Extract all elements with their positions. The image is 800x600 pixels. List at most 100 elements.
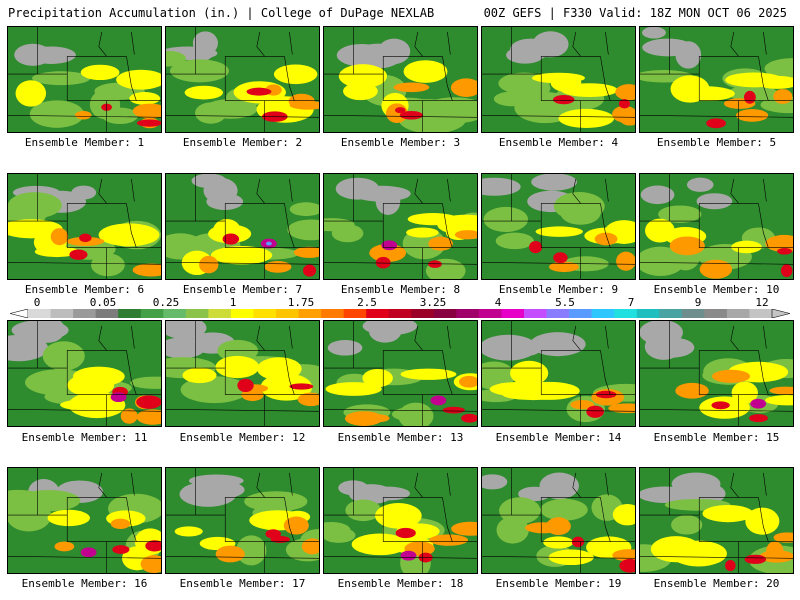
precip-very-heavy-area: [711, 401, 730, 410]
colorbar-tick-label: 0.05: [89, 296, 117, 309]
member-caption: Ensemble Member: 13: [337, 431, 464, 444]
ensemble-panel-14: [481, 320, 636, 427]
state-border: [126, 203, 137, 248]
precip-moderate-area: [731, 240, 762, 254]
precip-dry-area: [362, 321, 418, 336]
precip-light-area: [483, 206, 529, 232]
precip-heavy-area: [132, 263, 161, 277]
state-border: [640, 56, 759, 75]
precip-extreme-area: [381, 240, 398, 251]
precip-dry-area: [482, 177, 521, 196]
state-border: [166, 262, 319, 265]
precip-dry-area: [696, 193, 733, 210]
precip-heavy-area: [570, 400, 595, 410]
colorbar-swatch: [614, 309, 638, 318]
state-border: [482, 115, 635, 118]
precip-heavy-area: [75, 110, 92, 120]
colorbar-tick-label: 0.25: [152, 296, 180, 309]
state-border: [730, 325, 739, 351]
precip-light-area: [289, 202, 319, 217]
state-border: [126, 56, 137, 101]
colorbar-swatch: [749, 309, 773, 318]
colorbar-swatch: [208, 309, 232, 318]
colorbar-swatch: [28, 309, 51, 318]
state-border: [442, 350, 453, 395]
state-border: [289, 325, 293, 349]
state-border: [763, 31, 767, 55]
ensemble-panel-5: [639, 26, 794, 133]
precip-light-area: [169, 59, 229, 83]
state-border: [482, 556, 635, 559]
precip-dry-area: [510, 38, 552, 61]
precip-dry-area: [642, 38, 694, 57]
precip-heavy-area: [608, 403, 635, 414]
precip-dry-area: [29, 321, 66, 343]
state-border: [572, 31, 581, 57]
precip-very-heavy-area: [571, 536, 585, 548]
state-border: [382, 74, 477, 101]
precip-heavy-area: [241, 389, 264, 401]
ensemble-panel-4: [481, 26, 636, 133]
precip-heavy-area: [136, 409, 161, 425]
precip-heavy-area: [615, 84, 635, 101]
state-border: [572, 178, 581, 204]
precip-very-heavy-area: [136, 395, 161, 409]
precip-map: [482, 174, 635, 279]
precip-map: [166, 321, 319, 426]
ensemble-panel-7: [165, 173, 320, 280]
precip-very-heavy-area: [428, 260, 442, 268]
state-border: [698, 74, 793, 101]
precip-very-heavy-area: [619, 558, 635, 573]
state-border: [482, 56, 601, 75]
precip-very-heavy-area: [399, 110, 423, 120]
precip-moderate-area: [129, 91, 161, 105]
state-border: [324, 556, 477, 559]
precip-heavy-area: [458, 375, 477, 388]
precip-dry-area: [642, 27, 666, 39]
precip-map: [324, 27, 477, 132]
state-border: [324, 409, 477, 412]
precip-map: [324, 321, 477, 426]
state-border: [758, 203, 769, 248]
state-border: [640, 409, 793, 412]
precip-light-area: [287, 219, 319, 241]
precip-moderate-area: [677, 86, 735, 101]
precip-dry-area: [531, 174, 578, 191]
colorbar-swatch: [73, 309, 96, 318]
state-border: [447, 31, 451, 55]
state-border: [256, 472, 265, 498]
state-border: [289, 472, 293, 496]
state-border: [540, 515, 635, 542]
member-caption: Ensemble Member: 20: [653, 577, 780, 590]
precip-moderate-area: [510, 360, 549, 386]
precip-extreme-area: [80, 547, 97, 558]
precip-heavy-area: [616, 251, 635, 271]
state-border: [66, 221, 161, 248]
precip-light-area: [8, 192, 62, 219]
ensemble-panel-6: [7, 173, 162, 280]
state-border: [131, 178, 135, 202]
precip-dry-area: [336, 43, 387, 67]
colorbar-swatch: [95, 309, 119, 318]
colorbar: [10, 309, 790, 318]
precip-heavy-area: [297, 392, 319, 407]
precip-heavy-area: [215, 545, 245, 563]
member-caption: Ensemble Member: 15: [653, 431, 780, 444]
precip-very-heavy-area: [395, 107, 406, 114]
colorbar-swatch: [185, 309, 209, 318]
precip-light-area: [482, 363, 512, 385]
precip-moderate-area: [60, 399, 117, 411]
precip-moderate-area: [343, 82, 378, 101]
precip-dry-area: [377, 38, 411, 65]
state-border: [600, 497, 611, 542]
precip-light-area: [540, 498, 588, 521]
state-border: [256, 178, 265, 204]
precip-heavy-area: [675, 382, 709, 399]
precip-moderate-area: [765, 395, 793, 406]
state-border: [605, 178, 609, 202]
precip-moderate-area: [73, 366, 125, 387]
precip-very-heavy-area: [552, 95, 575, 105]
colorbar-swatch: [321, 309, 344, 318]
precip-light-area: [324, 521, 351, 539]
state-border: [572, 325, 581, 351]
